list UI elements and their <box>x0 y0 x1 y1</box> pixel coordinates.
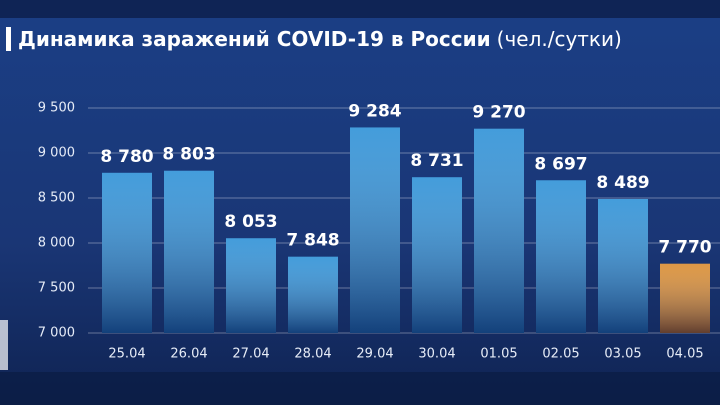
bottom-band <box>0 372 720 405</box>
top-band <box>0 0 720 18</box>
x-tick-label: 01.05 <box>480 347 517 362</box>
value-label: 7 770 <box>658 238 711 258</box>
value-label: 9 284 <box>348 101 401 121</box>
x-tick-label: 26.04 <box>170 347 207 362</box>
chart-title: Динамика заражений COVID-19 в России (чел… <box>18 27 622 51</box>
x-tick-label: 29.04 <box>356 347 393 362</box>
y-tick-label: 9 000 <box>38 146 75 161</box>
value-label: 8 697 <box>534 154 587 174</box>
x-tick-label: 03.05 <box>604 347 641 362</box>
value-label: 7 848 <box>286 231 339 251</box>
x-tick-label: 02.05 <box>542 347 579 362</box>
value-label: 8 731 <box>410 151 463 171</box>
value-label: 8 780 <box>100 147 153 167</box>
bar <box>288 256 338 333</box>
title: Динамика заражений COVID-19 в России <box>18 27 491 51</box>
value-label: 8 803 <box>162 145 215 165</box>
x-tick-label: 27.04 <box>232 347 269 362</box>
x-tick-label: 04.05 <box>666 347 703 362</box>
x-tick-label: 25.04 <box>108 347 145 362</box>
side-marker <box>0 320 8 370</box>
subtitle: (чел./сутки) <box>497 27 622 51</box>
value-label: 9 270 <box>472 103 525 123</box>
x-tick-label: 30.04 <box>418 347 455 362</box>
y-tick-label: 7 500 <box>38 281 75 296</box>
title-marker <box>6 27 11 51</box>
y-tick-label: 7 000 <box>38 326 75 341</box>
x-tick-label: 28.04 <box>294 347 331 362</box>
y-tick-label: 8 000 <box>38 236 75 251</box>
bar <box>598 198 648 333</box>
value-label: 8 489 <box>596 173 649 193</box>
bar <box>412 177 462 333</box>
y-tick-label: 8 500 <box>38 191 75 206</box>
bar <box>660 263 710 333</box>
bar <box>102 172 152 333</box>
bar <box>164 170 214 333</box>
bar <box>226 238 276 333</box>
bar <box>350 127 400 333</box>
bar <box>536 180 586 333</box>
value-label: 8 053 <box>224 212 277 232</box>
bar <box>474 128 524 333</box>
y-tick-label: 9 500 <box>38 101 75 116</box>
